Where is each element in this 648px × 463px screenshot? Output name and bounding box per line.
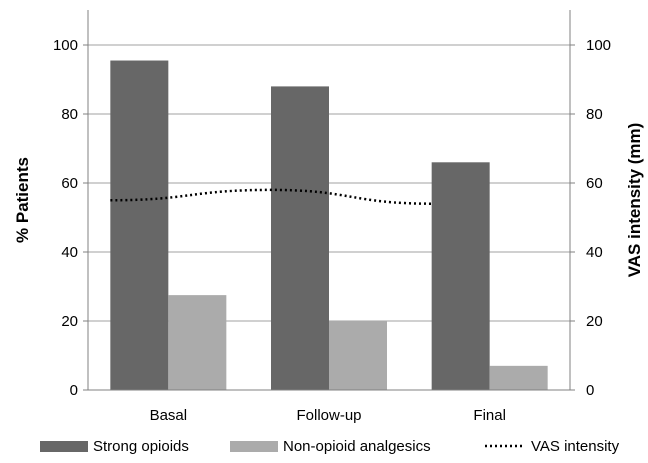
x-tick-label: Follow-up (296, 407, 361, 424)
legend: Strong opioids Non-opioid analgesics VAS i… (40, 438, 620, 455)
lines (110, 188, 432, 205)
y-tick-label: 80 (61, 106, 78, 123)
y2-tick-label: 0 (586, 382, 594, 399)
bar-strong-opioids (431, 162, 490, 390)
bars (110, 60, 548, 391)
y-tick-label: 0 (70, 382, 78, 399)
right-tick-labels: 0 20 40 60 80 100 (586, 37, 611, 399)
y-tick-label: 100 (53, 37, 78, 54)
line-vas-intensity (110, 188, 432, 205)
x-tick-label: Final (473, 407, 506, 424)
axes (83, 10, 575, 391)
y2-axis-title: VAS intensity (mm) (625, 123, 644, 278)
y2-tick-label: 100 (586, 37, 611, 54)
legend-swatch-non-opioid-analgesics (230, 441, 278, 452)
bar-strong-opioids (110, 60, 169, 391)
y2-tick-label: 20 (586, 313, 603, 330)
y-axis-title: % Patients (13, 157, 32, 243)
y-tick-label: 20 (61, 313, 78, 330)
y2-tick-label: 40 (586, 244, 603, 261)
legend-label-non-opioid-analgesics: Non-opioid analgesics (283, 438, 431, 455)
x-tick-label: Basal (150, 407, 188, 424)
y-tick-label: 40 (61, 244, 78, 261)
bar-non-opioid-analgesics (168, 295, 227, 390)
y-tick-label: 60 (61, 175, 78, 192)
legend-label-vas-intensity: VAS intensity (531, 438, 620, 455)
y2-tick-label: 60 (586, 175, 603, 192)
category-labels: Basal Follow-up Final (150, 407, 506, 424)
y2-tick-label: 80 (586, 106, 603, 123)
legend-swatch-strong-opioids (40, 441, 88, 452)
bar-non-opioid-analgesics (489, 365, 548, 390)
bar-non-opioid-analgesics (329, 321, 387, 390)
left-tick-labels: 0 20 40 60 80 100 (53, 37, 78, 399)
legend-label-strong-opioids: Strong opioids (93, 438, 189, 455)
bar-strong-opioids (271, 86, 329, 391)
